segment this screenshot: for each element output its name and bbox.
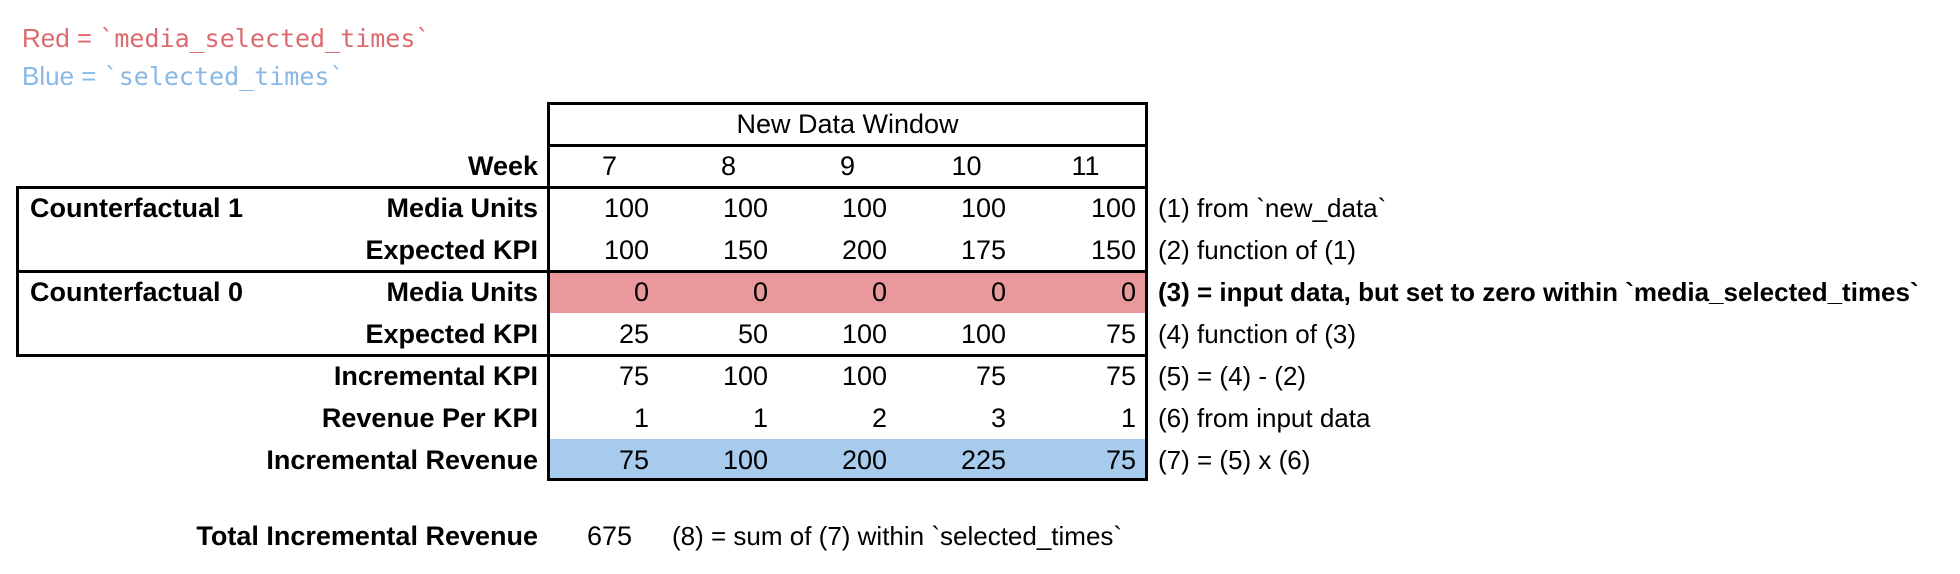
table-border-right [1145,102,1148,481]
table-border-top [547,102,1148,105]
table-cell: 1 [633,403,649,433]
row-label: Media Units [386,277,538,307]
media-selected-times-highlight [550,273,1145,313]
table-cell: 100 [841,319,887,349]
cf1-box-top [16,186,1148,189]
row-note: (6) from input data [1158,403,1371,433]
row-label: Revenue Per KPI [321,403,538,433]
cf0-box-bottom [16,354,1148,357]
row-note: (3) = input data, but set to zero within… [1158,277,1919,307]
legend-blue-prefix: Blue = [22,61,104,91]
table-cell: 2 [871,403,887,433]
total-note: (8) = sum of (7) within `selected_times` [672,521,1123,551]
row-note: (5) = (4) - (2) [1158,361,1307,391]
total-incremental-revenue-value: 675 [586,521,633,551]
table-cell: 100 [603,235,649,265]
table-cell: 75 [1105,361,1136,391]
table-cell: 50 [737,319,768,349]
table-cell: 100 [722,193,768,223]
table-cell: 3 [990,403,1006,433]
table-cell: 0 [1120,277,1136,307]
table-cell: 100 [722,361,768,391]
table-cell: 200 [841,445,887,475]
week-value: 10 [951,151,982,181]
selected-times-highlight [550,439,1145,478]
table-cell: 75 [618,445,649,475]
table-cell: 75 [618,361,649,391]
total-incremental-revenue-label: Total Incremental Revenue [196,521,538,551]
table-cell: 175 [960,235,1006,265]
table-cell: 75 [1105,445,1136,475]
table-border-left [547,102,550,481]
table-border-bottom [547,478,1148,481]
table-cell: 100 [841,193,887,223]
table-cell: 100 [1090,193,1136,223]
table-cell: 100 [960,319,1006,349]
legend-red-prefix: Red = [22,23,100,53]
row-note: (4) function of (3) [1158,319,1356,349]
table-cell: 100 [960,193,1006,223]
week-value: 7 [601,151,618,181]
new-data-window-header: New Data Window [736,109,959,139]
table-cell: 0 [871,277,887,307]
row-note: (7) = (5) x (6) [1158,445,1311,475]
header-underline [547,144,1148,147]
legend-red-code: `media_selected_times` [99,24,431,53]
table-cell: 100 [841,361,887,391]
table-cell: 150 [1090,235,1136,265]
week-value: 8 [720,151,737,181]
table-cell: 0 [752,277,768,307]
week-value: 11 [1071,151,1100,181]
table-cell: 1 [752,403,768,433]
table-cell: 100 [603,193,649,223]
table-cell: 100 [722,445,768,475]
row-label: Incremental KPI [333,361,538,391]
table-cell: 0 [990,277,1006,307]
table-cell: 75 [975,361,1006,391]
week-label: Week [467,151,538,181]
table-cell: 75 [1105,319,1136,349]
cf-box-left [16,186,19,357]
legend-blue-code: `selected_times` [103,62,345,91]
legend-red: Red = `media_selected_times` [22,20,430,57]
row-note: (2) function of (1) [1158,235,1356,265]
table-cell: 1 [1120,403,1136,433]
row-note: (1) from `new_data` [1158,193,1387,223]
row-label: Expected KPI [365,319,538,349]
group-label-counterfactual-1: Counterfactual 1 [30,193,244,223]
table-cell: 25 [618,319,649,349]
legend-blue: Blue = `selected_times` [22,58,345,95]
row-label: Expected KPI [365,235,538,265]
table-cell: 225 [960,445,1006,475]
row-label: Media Units [386,193,538,223]
table-cell: 150 [722,235,768,265]
row-label: Incremental Revenue [266,445,538,475]
table-cell: 0 [633,277,649,307]
cf1-cf0-divider [16,270,1148,273]
week-value: 9 [839,151,856,181]
table-cell: 200 [841,235,887,265]
group-label-counterfactual-0: Counterfactual 0 [30,277,244,307]
